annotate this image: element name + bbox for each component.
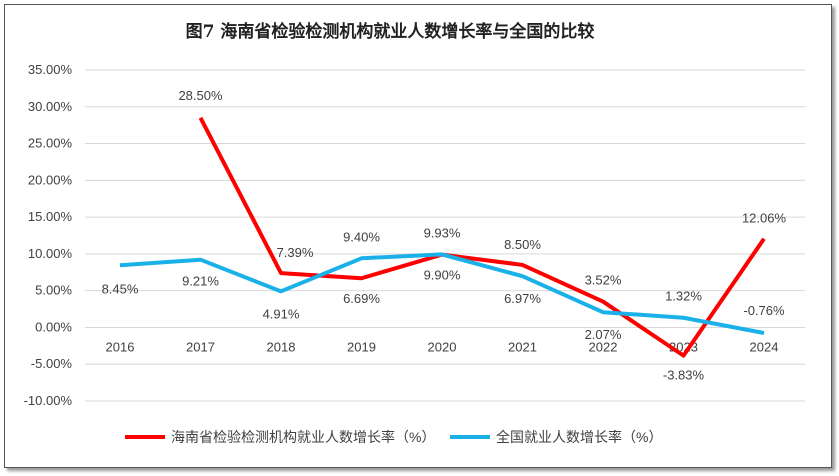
data-label: 9.21%: [182, 274, 219, 289]
y-tick-label: 30.00%: [28, 99, 73, 114]
y-tick-label: -5.00%: [31, 356, 73, 371]
data-label: 6.69%: [343, 291, 380, 306]
x-tick-label: 2018: [267, 339, 296, 354]
x-tick-label: 2024: [750, 339, 779, 354]
data-label: 2.07%: [585, 327, 622, 342]
data-label: 4.91%: [263, 306, 300, 321]
x-tick-label: 2016: [106, 339, 135, 354]
legend-label: 海南省检验检测机构就业人数增长率（%）: [171, 429, 435, 445]
y-tick-label: 15.00%: [28, 209, 73, 224]
series-line-0: [198, 116, 766, 358]
x-tick-label: 2022: [589, 339, 618, 354]
data-label: 9.90%: [424, 268, 461, 283]
x-tick-label: 2020: [428, 339, 457, 354]
data-label: -0.76%: [743, 303, 785, 318]
data-label: -3.83%: [663, 368, 705, 383]
data-label: 8.50%: [504, 237, 541, 252]
x-tick-label: 2021: [508, 339, 537, 354]
y-tick-label: -10.00%: [24, 393, 73, 408]
data-label: 8.45%: [102, 281, 139, 296]
y-tick-label: 5.00%: [35, 283, 72, 298]
data-label: 3.52%: [585, 273, 622, 288]
x-tick-label: 2019: [347, 339, 376, 354]
chart-frame: [4, 4, 832, 468]
y-tick-label: 0.00%: [35, 319, 72, 334]
y-tick-label: 20.00%: [28, 172, 73, 187]
y-tick-label: 10.00%: [28, 246, 73, 261]
data-label: 9.93%: [424, 225, 461, 240]
x-tick-label: 2017: [186, 339, 215, 354]
data-label: 7.39%: [277, 245, 314, 260]
chart-title: 图7 海南省检验检测机构就业人数增长率与全国的比较: [186, 21, 595, 42]
data-label: 12.06%: [742, 211, 787, 226]
data-label: 6.97%: [504, 291, 541, 306]
y-tick-label: 35.00%: [28, 62, 73, 77]
legend-label: 全国就业人数增长率（%）: [496, 429, 662, 445]
data-label: 1.32%: [665, 289, 702, 304]
data-label: 28.50%: [178, 88, 223, 103]
y-tick-label: 25.00%: [28, 136, 73, 151]
data-label: 9.40%: [343, 229, 380, 244]
